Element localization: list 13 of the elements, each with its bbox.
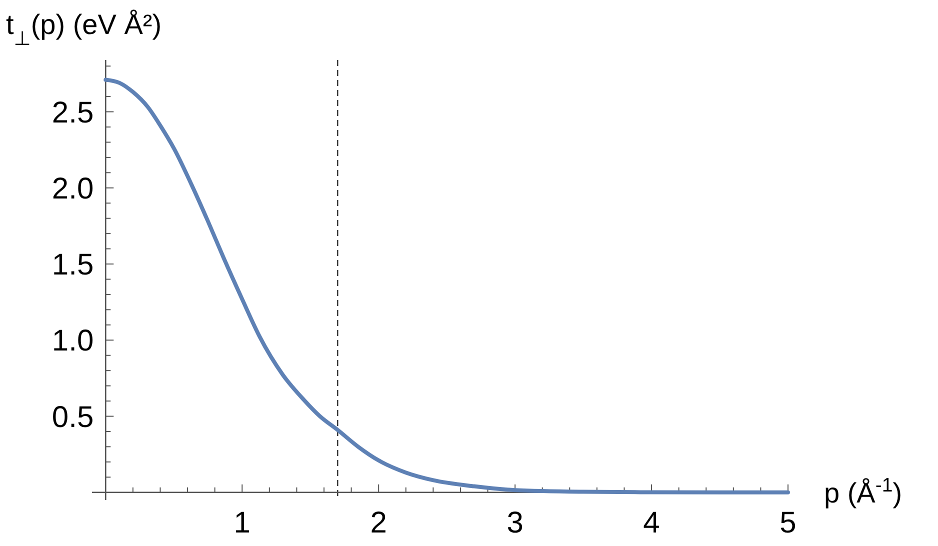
x-tick-label: 4 [643,506,660,540]
x-tick-label: 3 [506,506,524,540]
y-tick-label: 1.0 [52,324,94,358]
y-axis-title: t$_{⊥}$(p) (eV Å²) [6,9,162,50]
x-tick-label: 1 [234,506,250,540]
x-tick-label: 2 [370,506,387,540]
line-series [104,78,790,494]
x-axis-title: p (Å$^{-1}$) [824,474,902,508]
y-tick-label: 2.0 [52,172,94,206]
y-tick-label: 0.5 [52,400,94,434]
y-tick-label: 1.5 [52,248,94,282]
x-tick-label: 5 [780,506,796,540]
y-tick-label: 2.5 [52,96,94,130]
